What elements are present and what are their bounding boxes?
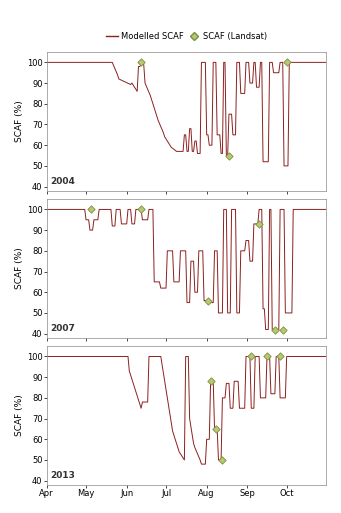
Point: [256, 220, 262, 228]
Point: [277, 352, 283, 361]
Point: [226, 151, 232, 160]
Y-axis label: SCAF (%): SCAF (%): [15, 101, 24, 142]
Text: 2007: 2007: [50, 324, 75, 332]
Point: [220, 456, 225, 464]
Point: [138, 58, 144, 67]
Point: [89, 205, 94, 213]
Text: 2004: 2004: [50, 176, 75, 186]
Point: [264, 352, 270, 361]
Legend: Modelled SCAF, SCAF (Landsat): Modelled SCAF, SCAF (Landsat): [103, 28, 270, 44]
Point: [208, 377, 213, 385]
Text: 2013: 2013: [50, 470, 75, 480]
Point: [249, 352, 254, 361]
Y-axis label: SCAF (%): SCAF (%): [15, 394, 24, 437]
Point: [205, 297, 211, 305]
Point: [272, 325, 278, 333]
Point: [280, 325, 285, 333]
Y-axis label: SCAF (%): SCAF (%): [15, 248, 24, 289]
Point: [284, 58, 290, 67]
Point: [138, 205, 144, 213]
Point: [213, 425, 219, 433]
